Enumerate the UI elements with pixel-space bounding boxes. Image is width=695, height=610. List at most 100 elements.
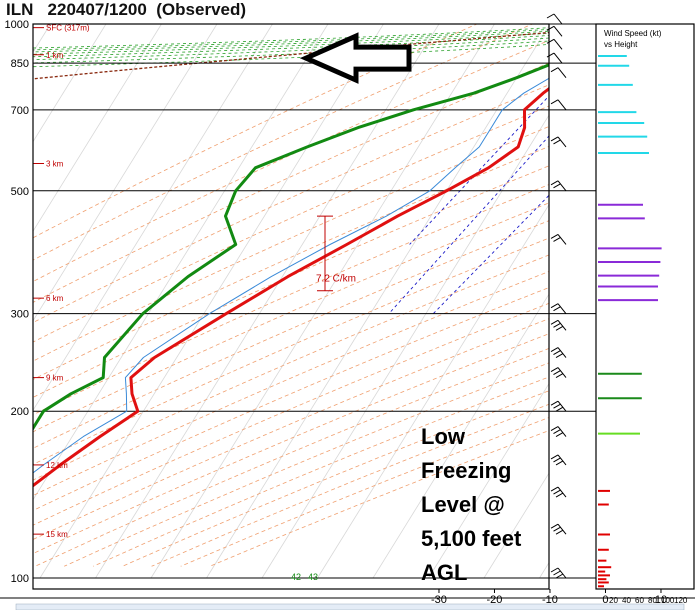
- isotherm-line: [483, 472, 549, 579]
- isotherm-line: [33, 24, 162, 232]
- annotation-line-3: Level @: [421, 492, 505, 517]
- surface-value-label: 43: [308, 572, 318, 582]
- wind-barb-staff: [557, 454, 567, 466]
- height-label: 9 km: [46, 374, 64, 383]
- wind-barb-flag: [555, 492, 564, 498]
- wind-panel-subtitle: vs Height: [604, 40, 638, 49]
- dry-adiabat-line: [33, 302, 549, 526]
- pressure-tick-label: 850: [11, 58, 29, 70]
- dry-adiabat-line: [122, 390, 549, 567]
- wind-barb-flag: [550, 567, 559, 573]
- x-tick-label: 10: [655, 594, 667, 606]
- dry-adiabat-line: [33, 184, 549, 416]
- plot-frame: [32, 23, 550, 590]
- wind-barb-staff: [557, 303, 567, 314]
- wind-barb-flag: [546, 52, 555, 58]
- pressure-tick-label: 100: [11, 573, 29, 585]
- wind-barb-staff: [557, 486, 567, 498]
- pressure-tick-label: 300: [11, 309, 29, 321]
- isotherm-line: [261, 114, 549, 579]
- wind-barb-staff: [557, 136, 567, 148]
- wind-panel-frame: [595, 23, 695, 590]
- annotation-line-2: Freezing: [421, 458, 512, 483]
- wind-barb-flag: [550, 319, 559, 325]
- wind-barb-staff: [557, 367, 567, 378]
- isotherm-line: [428, 382, 549, 579]
- dry-adiabat-line: [33, 146, 549, 380]
- pressure-tick-label: 1000: [5, 19, 29, 31]
- wind-panel-tick-label: 100: [661, 596, 675, 605]
- wind-barb-flag: [553, 570, 561, 576]
- dry-adiabat-line: [93, 376, 549, 567]
- mixing-ratio-line: [388, 135, 549, 314]
- pressure-tick-label: 700: [11, 105, 29, 117]
- dry-adiabat-line: [33, 39, 549, 283]
- moist-adiabat-line: [33, 32, 549, 55]
- wetbulb-trace: [33, 77, 549, 474]
- annotation-line-1: Low: [421, 424, 465, 449]
- freezing-level-arrow-icon: [299, 32, 412, 84]
- wind-barb-flag: [546, 25, 555, 31]
- wind-barb-flag: [550, 454, 559, 460]
- isotherm-line: [39, 24, 384, 579]
- horizontal-scrollbar[interactable]: [15, 603, 685, 610]
- wind-barb-flag: [550, 303, 559, 309]
- height-label: 12 km: [46, 461, 68, 470]
- dry-adiabat-line: [33, 318, 549, 540]
- dry-adiabat-line: [33, 333, 549, 555]
- wind-barb-flag: [550, 234, 559, 239]
- wind-barb-staff: [557, 347, 567, 358]
- wind-barb-flag: [546, 13, 555, 19]
- wind-barb-flag: [555, 460, 564, 466]
- wind-panel-title: Wind Speed (kt): [604, 29, 662, 38]
- wind-barb-staff: [557, 523, 567, 535]
- wind-barb-flag: [550, 180, 559, 186]
- wind-barb-flag: [550, 99, 559, 105]
- wind-barb-flag: [553, 489, 561, 495]
- wind-barb-flag: [553, 403, 561, 409]
- wind-barb-flag: [550, 67, 559, 73]
- wind-barb-flag: [555, 373, 564, 379]
- wind-barb-flag: [553, 237, 561, 242]
- pressure-tick-label: 200: [11, 406, 29, 418]
- mixing-ratio-line: [432, 194, 549, 314]
- moist-adiabat-line: [33, 27, 549, 49]
- wind-barb-flag: [555, 406, 564, 412]
- wind-barb-staff: [557, 67, 567, 79]
- isotherm-line: [33, 24, 218, 322]
- wind-barb-flag: [550, 486, 559, 492]
- moist-adiabat-line: [33, 30, 549, 53]
- height-label: 3 km: [46, 160, 64, 169]
- x-tick-label: -10: [542, 594, 558, 606]
- wind-barb-flag: [553, 350, 561, 355]
- x-tick-label: -30: [431, 594, 447, 606]
- freezing-level-annotation: Low Freezing Level @ 5,100 feet AGL: [421, 420, 521, 590]
- wind-barb-staff: [553, 26, 563, 37]
- wind-barb-staff: [553, 52, 563, 64]
- height-label: 15 km: [46, 530, 68, 539]
- wind-barb-staff: [557, 426, 567, 437]
- dry-adiabat-line: [33, 84, 549, 324]
- temperature-trace: [33, 86, 549, 488]
- wind-barb-flag: [555, 573, 564, 579]
- wind-barb-flag: [550, 136, 559, 142]
- chart-title: ILN 220407/1200 (Observed): [6, 0, 247, 19]
- wind-panel-tick-label: 80: [648, 596, 657, 605]
- isotherm-line: [33, 24, 107, 143]
- x-tick-label: -20: [487, 594, 503, 606]
- wind-barb-staff: [557, 234, 567, 245]
- wind-barb-flag: [550, 367, 559, 373]
- wind-panel-tick-label: 60: [635, 596, 644, 605]
- pressure-tick-label: 500: [11, 186, 29, 198]
- wind-barb-flag: [553, 306, 561, 312]
- lapse-rate-label: 7.2 C/km: [316, 274, 356, 285]
- height-label: 1 km: [46, 51, 64, 60]
- wind-barb-staff: [557, 319, 567, 331]
- wind-barb-flag: [553, 139, 561, 145]
- wind-barb-flag: [553, 370, 561, 376]
- height-label: SFC (317m): [46, 24, 90, 33]
- isotherm-line: [206, 24, 549, 579]
- height-label: 6 km: [46, 294, 64, 303]
- dry-adiabat-line: [33, 220, 549, 449]
